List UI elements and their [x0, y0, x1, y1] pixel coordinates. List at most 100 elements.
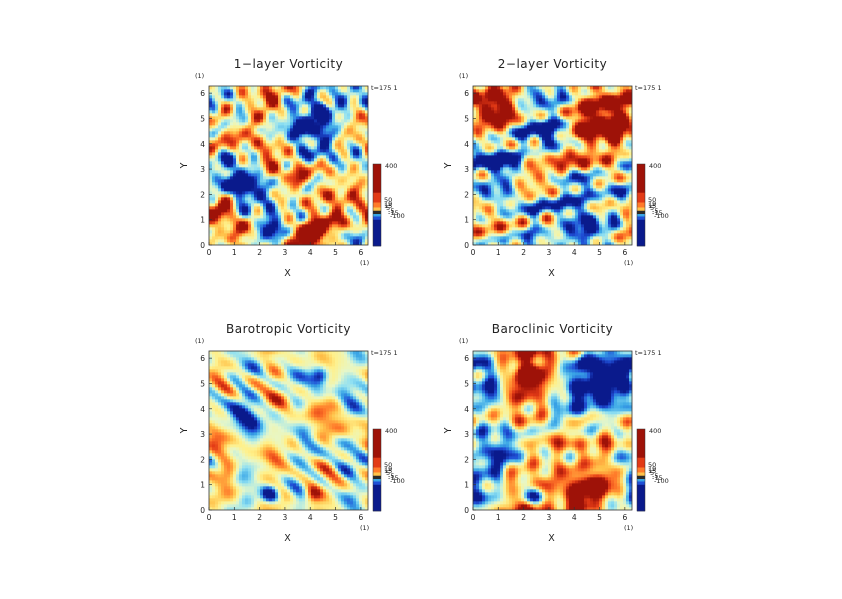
colorbar-label: -100 [390, 212, 405, 220]
y-unit-label: (1) [195, 72, 204, 80]
x-tick-label: 1 [496, 513, 501, 522]
y-unit-label: (1) [459, 72, 468, 80]
x-tick-label: 6 [358, 513, 363, 522]
y-tick-label: 4 [464, 140, 469, 149]
y-unit-label: (1) [195, 337, 204, 345]
y-tick-label: 3 [464, 165, 469, 174]
colorbar-band [637, 214, 645, 217]
colorbar-band [373, 211, 381, 215]
x-tick-label: 4 [572, 248, 577, 257]
colorbar-band [373, 479, 381, 482]
x-tick-label: 3 [283, 248, 288, 257]
colorbar-band [373, 193, 381, 203]
colorbar-band [373, 481, 381, 485]
x-tick-label: 3 [283, 513, 288, 522]
x-tick-label: 4 [572, 513, 577, 522]
colorbar-band [637, 472, 645, 476]
colorbar-band [637, 468, 645, 473]
y-tick-label: 6 [464, 89, 469, 98]
vorticity-field [209, 86, 368, 245]
x-tick-label: 3 [547, 513, 552, 522]
y-tick-label: 5 [200, 379, 205, 388]
colorbar-band [373, 485, 381, 512]
panel-title: 2−layer Vorticity [498, 57, 607, 71]
y-tick-label: 2 [200, 190, 205, 199]
y-tick-label: 4 [200, 405, 205, 414]
x-tick-label: 5 [333, 513, 338, 522]
y-tick-label: 0 [200, 506, 205, 515]
x-axis-label: X [284, 533, 291, 544]
y-tick-label: 5 [200, 114, 205, 123]
x-tick-label: 1 [496, 248, 501, 257]
colorbar-band [373, 220, 381, 247]
x-tick-label: 0 [471, 513, 476, 522]
colorbar-band [373, 468, 381, 473]
x-tick-label: 2 [257, 248, 262, 257]
x-tick-label: 2 [257, 513, 262, 522]
colorbar-label: 400 [649, 162, 661, 170]
colorbar-band [637, 211, 645, 215]
y-unit-label: (1) [459, 337, 468, 345]
colorbar-band [637, 458, 645, 468]
colorbar-band [637, 429, 645, 458]
y-tick-label: 1 [464, 481, 469, 490]
y-tick-label: 0 [464, 241, 469, 250]
panel-title: Barotropic Vorticity [226, 322, 351, 336]
colorbar-band [373, 476, 381, 480]
x-tick-label: 6 [358, 248, 363, 257]
x-tick-label: 2 [521, 248, 526, 257]
colorbar-band [637, 220, 645, 247]
x-tick-label: 4 [308, 513, 313, 522]
y-tick-label: 2 [464, 190, 469, 199]
y-axis-label: Y [179, 162, 190, 169]
colorbar-band [637, 485, 645, 512]
x-axis-label: X [284, 268, 291, 279]
y-axis-label: Y [443, 427, 454, 434]
colorbar-band [637, 164, 645, 193]
x-tick-label: 6 [622, 513, 627, 522]
colorbar-band [373, 203, 381, 208]
y-tick-label: 2 [464, 455, 469, 464]
colorbar-label: 400 [385, 162, 397, 170]
y-tick-label: 5 [464, 114, 469, 123]
y-tick-label: 3 [200, 165, 205, 174]
colorbar-band [637, 476, 645, 480]
colorbar-band [373, 164, 381, 193]
colorbar-label: -100 [654, 212, 669, 220]
y-tick-label: 1 [200, 216, 205, 225]
colorbar-band [373, 429, 381, 458]
colorbar-band [637, 193, 645, 203]
x-tick-label: 5 [333, 248, 338, 257]
time-label: t=175 1 [371, 84, 398, 92]
x-tick-label: 0 [207, 513, 212, 522]
colorbar-label: 400 [649, 427, 661, 435]
x-tick-label: 5 [597, 513, 602, 522]
colorbar-band [373, 216, 381, 220]
y-axis-label: Y [443, 162, 454, 169]
y-tick-label: 0 [200, 241, 205, 250]
x-tick-label: 0 [471, 248, 476, 257]
x-tick-label: 1 [232, 248, 237, 257]
x-unit-label: (1) [360, 524, 369, 532]
time-label: t=175 1 [635, 349, 662, 357]
x-tick-label: 0 [207, 248, 212, 257]
colorbar-band [637, 481, 645, 485]
colorbar-label: -100 [654, 477, 669, 485]
time-label: t=175 1 [635, 84, 662, 92]
y-tick-label: 6 [200, 89, 205, 98]
y-tick-label: 6 [200, 354, 205, 363]
time-label: t=175 1 [371, 349, 398, 357]
y-tick-label: 4 [464, 405, 469, 414]
x-axis-label: X [548, 533, 555, 544]
y-tick-label: 1 [464, 216, 469, 225]
colorbar-band [373, 458, 381, 468]
y-tick-label: 0 [464, 506, 469, 515]
x-unit-label: (1) [624, 259, 633, 267]
